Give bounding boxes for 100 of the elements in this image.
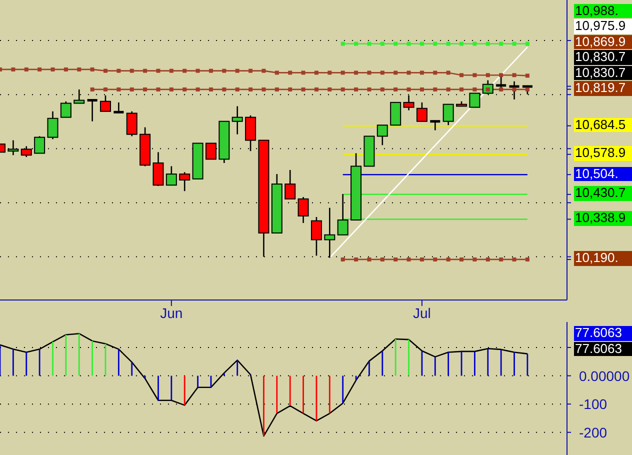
point: [433, 257, 438, 262]
point: [340, 42, 345, 46]
point: [512, 87, 516, 92]
point: [354, 87, 358, 92]
candlestick: [376, 124, 388, 146]
point: [314, 87, 318, 92]
point: [90, 87, 94, 92]
candlestick: [86, 98, 99, 122]
value-tag: 10,819.7: [574, 81, 632, 96]
x-tick-label: Jul: [413, 305, 431, 321]
point: [499, 87, 504, 92]
point: [460, 87, 464, 92]
point: [433, 42, 438, 46]
point: [143, 87, 148, 92]
value-tag: 10,684.5: [574, 118, 632, 132]
point: [354, 257, 358, 262]
point: [50, 67, 55, 72]
candlestick: [442, 104, 454, 126]
point: [380, 42, 384, 46]
point: [235, 68, 240, 73]
value-tag: 10,869.9: [574, 34, 632, 50]
point: [486, 257, 490, 262]
point: [274, 70, 279, 75]
candlestick: [428, 120, 442, 131]
y-tick-label: 0.00000: [579, 368, 630, 384]
point: [394, 87, 398, 92]
point: [394, 70, 398, 75]
point: [248, 87, 253, 92]
point: [380, 87, 384, 92]
point: [182, 68, 187, 73]
point: [433, 87, 438, 92]
point: [486, 73, 490, 78]
point: [380, 257, 384, 262]
candlestick: [60, 100, 72, 118]
point: [288, 87, 292, 92]
candlestick: [112, 102, 125, 114]
point: [328, 70, 332, 75]
point: [460, 42, 464, 46]
value-tag: 10,830.7: [574, 66, 632, 80]
value-tag: 77.6063: [574, 326, 632, 340]
point: [116, 68, 121, 73]
point: [196, 68, 200, 73]
value-tag: 10,975.9: [574, 19, 632, 34]
point: [77, 67, 82, 72]
point: [420, 70, 424, 75]
point: [340, 257, 345, 262]
point: [90, 67, 94, 72]
point: [525, 42, 530, 46]
point: [367, 42, 372, 46]
point: [340, 87, 345, 92]
point: [222, 87, 226, 92]
value-tag: 77.6063: [574, 342, 632, 356]
point: [472, 87, 477, 92]
point: [446, 42, 450, 46]
value-tag: 10,578.9: [574, 146, 632, 161]
value-tag: 10,338.9: [574, 211, 632, 226]
point: [406, 70, 411, 75]
point: [380, 70, 384, 75]
value-tag: 10,190.: [574, 251, 632, 266]
point: [130, 68, 134, 73]
candlestick: [416, 102, 428, 122]
point: [472, 42, 477, 46]
candlestick: [310, 216, 322, 256]
point: [116, 87, 121, 92]
point: [169, 68, 174, 73]
point: [420, 87, 424, 92]
point: [512, 73, 516, 78]
point: [64, 67, 68, 72]
point: [182, 87, 187, 92]
point: [512, 257, 516, 262]
y-tick-label: -200: [579, 424, 608, 440]
point: [525, 257, 530, 262]
point: [367, 87, 372, 92]
point: [222, 68, 226, 73]
point: [143, 68, 148, 73]
point: [262, 87, 266, 92]
candlestick: [284, 169, 296, 200]
point: [472, 73, 477, 78]
point: [196, 87, 200, 92]
point: [314, 70, 318, 75]
point: [208, 68, 213, 73]
point: [499, 73, 504, 78]
point: [394, 257, 398, 262]
candlestick: [100, 94, 111, 112]
point: [512, 42, 516, 46]
point: [420, 257, 424, 262]
candlestick: [126, 110, 138, 137]
y-tick-label: -100: [579, 396, 608, 412]
point: [301, 87, 306, 92]
candlestick: [232, 106, 243, 135]
point: [394, 42, 398, 46]
point: [525, 87, 530, 92]
point: [525, 74, 530, 78]
candlestick: [166, 166, 177, 186]
value-tag: 10,430.7: [574, 186, 632, 201]
point: [130, 87, 134, 92]
point: [406, 257, 411, 262]
point: [406, 42, 411, 46]
point: [24, 67, 28, 72]
candlestick: [179, 172, 190, 192]
